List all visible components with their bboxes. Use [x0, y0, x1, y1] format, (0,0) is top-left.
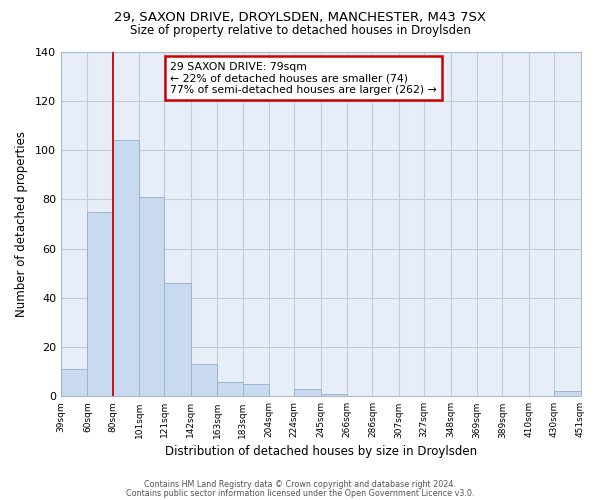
Bar: [139, 197, 164, 396]
Bar: [217, 382, 242, 396]
Bar: [191, 364, 217, 396]
Text: Contains HM Land Registry data © Crown copyright and database right 2024.: Contains HM Land Registry data © Crown c…: [144, 480, 456, 489]
Bar: [164, 283, 191, 397]
Bar: [321, 394, 347, 396]
Bar: [113, 140, 139, 396]
Bar: [554, 392, 581, 396]
Bar: [88, 212, 113, 396]
Text: 29 SAXON DRIVE: 79sqm
← 22% of detached houses are smaller (74)
77% of semi-deta: 29 SAXON DRIVE: 79sqm ← 22% of detached …: [170, 62, 437, 95]
Y-axis label: Number of detached properties: Number of detached properties: [15, 131, 28, 317]
Bar: [242, 384, 269, 396]
Bar: [294, 389, 321, 396]
Text: Size of property relative to detached houses in Droylsden: Size of property relative to detached ho…: [130, 24, 470, 37]
X-axis label: Distribution of detached houses by size in Droylsden: Distribution of detached houses by size …: [164, 444, 477, 458]
Text: Contains public sector information licensed under the Open Government Licence v3: Contains public sector information licen…: [126, 488, 474, 498]
Bar: [61, 369, 88, 396]
Text: 29, SAXON DRIVE, DROYLSDEN, MANCHESTER, M43 7SX: 29, SAXON DRIVE, DROYLSDEN, MANCHESTER, …: [114, 11, 486, 24]
